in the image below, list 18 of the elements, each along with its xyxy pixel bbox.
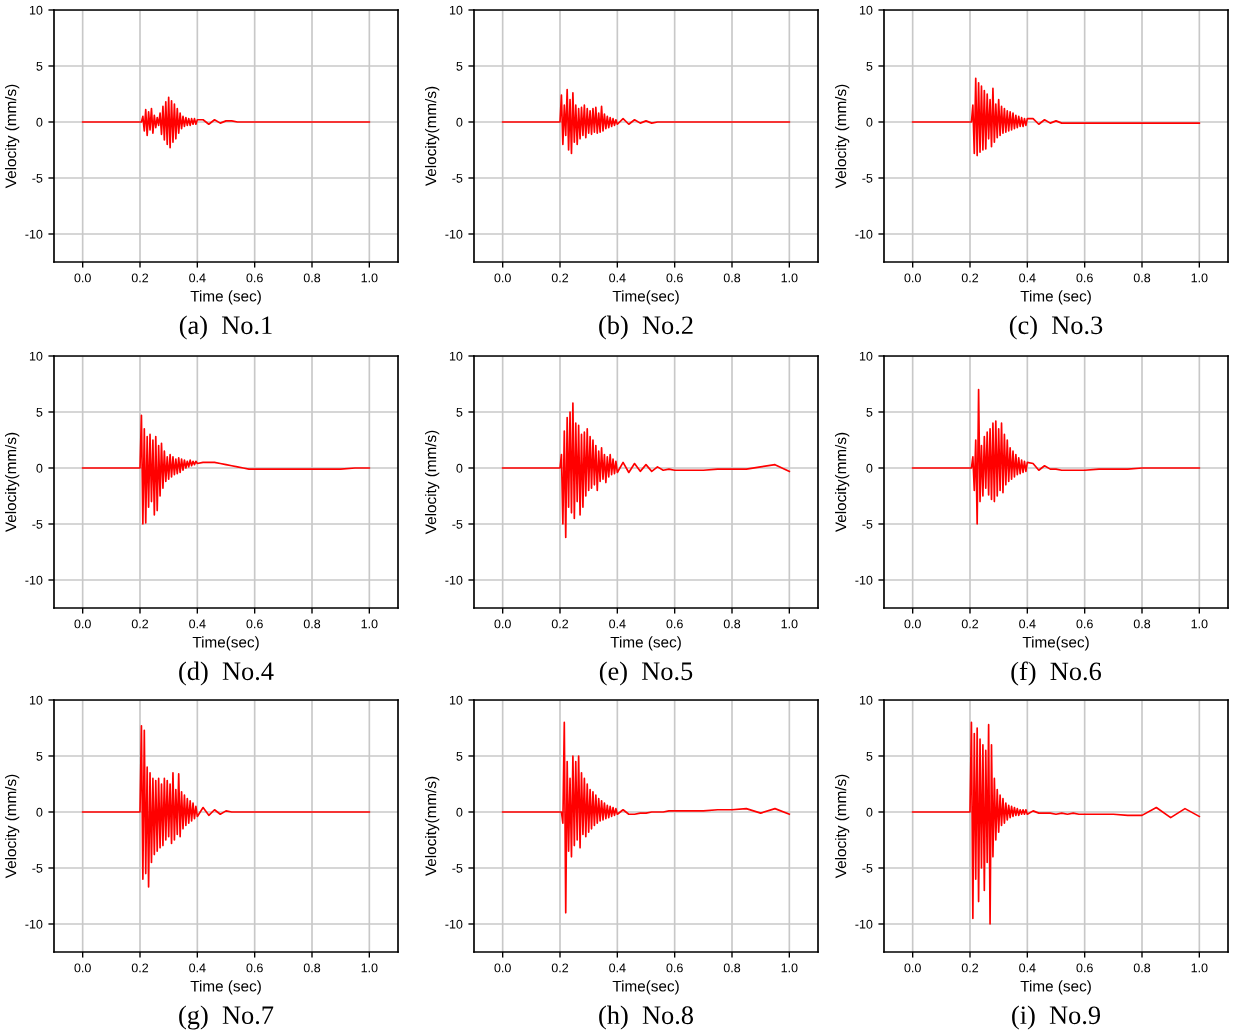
text: (i) No.9	[1012, 1005, 1100, 1030]
line-series	[501, 721, 791, 914]
text: (c) No.3	[1009, 315, 1103, 340]
text: (f) No.6	[1011, 661, 1102, 686]
line-series	[501, 402, 791, 539]
text: (h) No.8	[599, 1005, 693, 1030]
line-series	[911, 77, 1201, 157]
text: (b) No.2	[599, 315, 693, 340]
line-series	[911, 721, 1201, 925]
line-series	[81, 96, 371, 149]
text: (d) No.4	[179, 661, 274, 686]
line-series	[81, 414, 371, 525]
text: (e) No.5	[599, 661, 693, 686]
line-series	[911, 388, 1201, 525]
line-series	[81, 724, 371, 888]
text: (a) No.1	[179, 315, 272, 340]
text: (g) No.7	[179, 1005, 274, 1030]
line-series	[501, 88, 791, 155]
